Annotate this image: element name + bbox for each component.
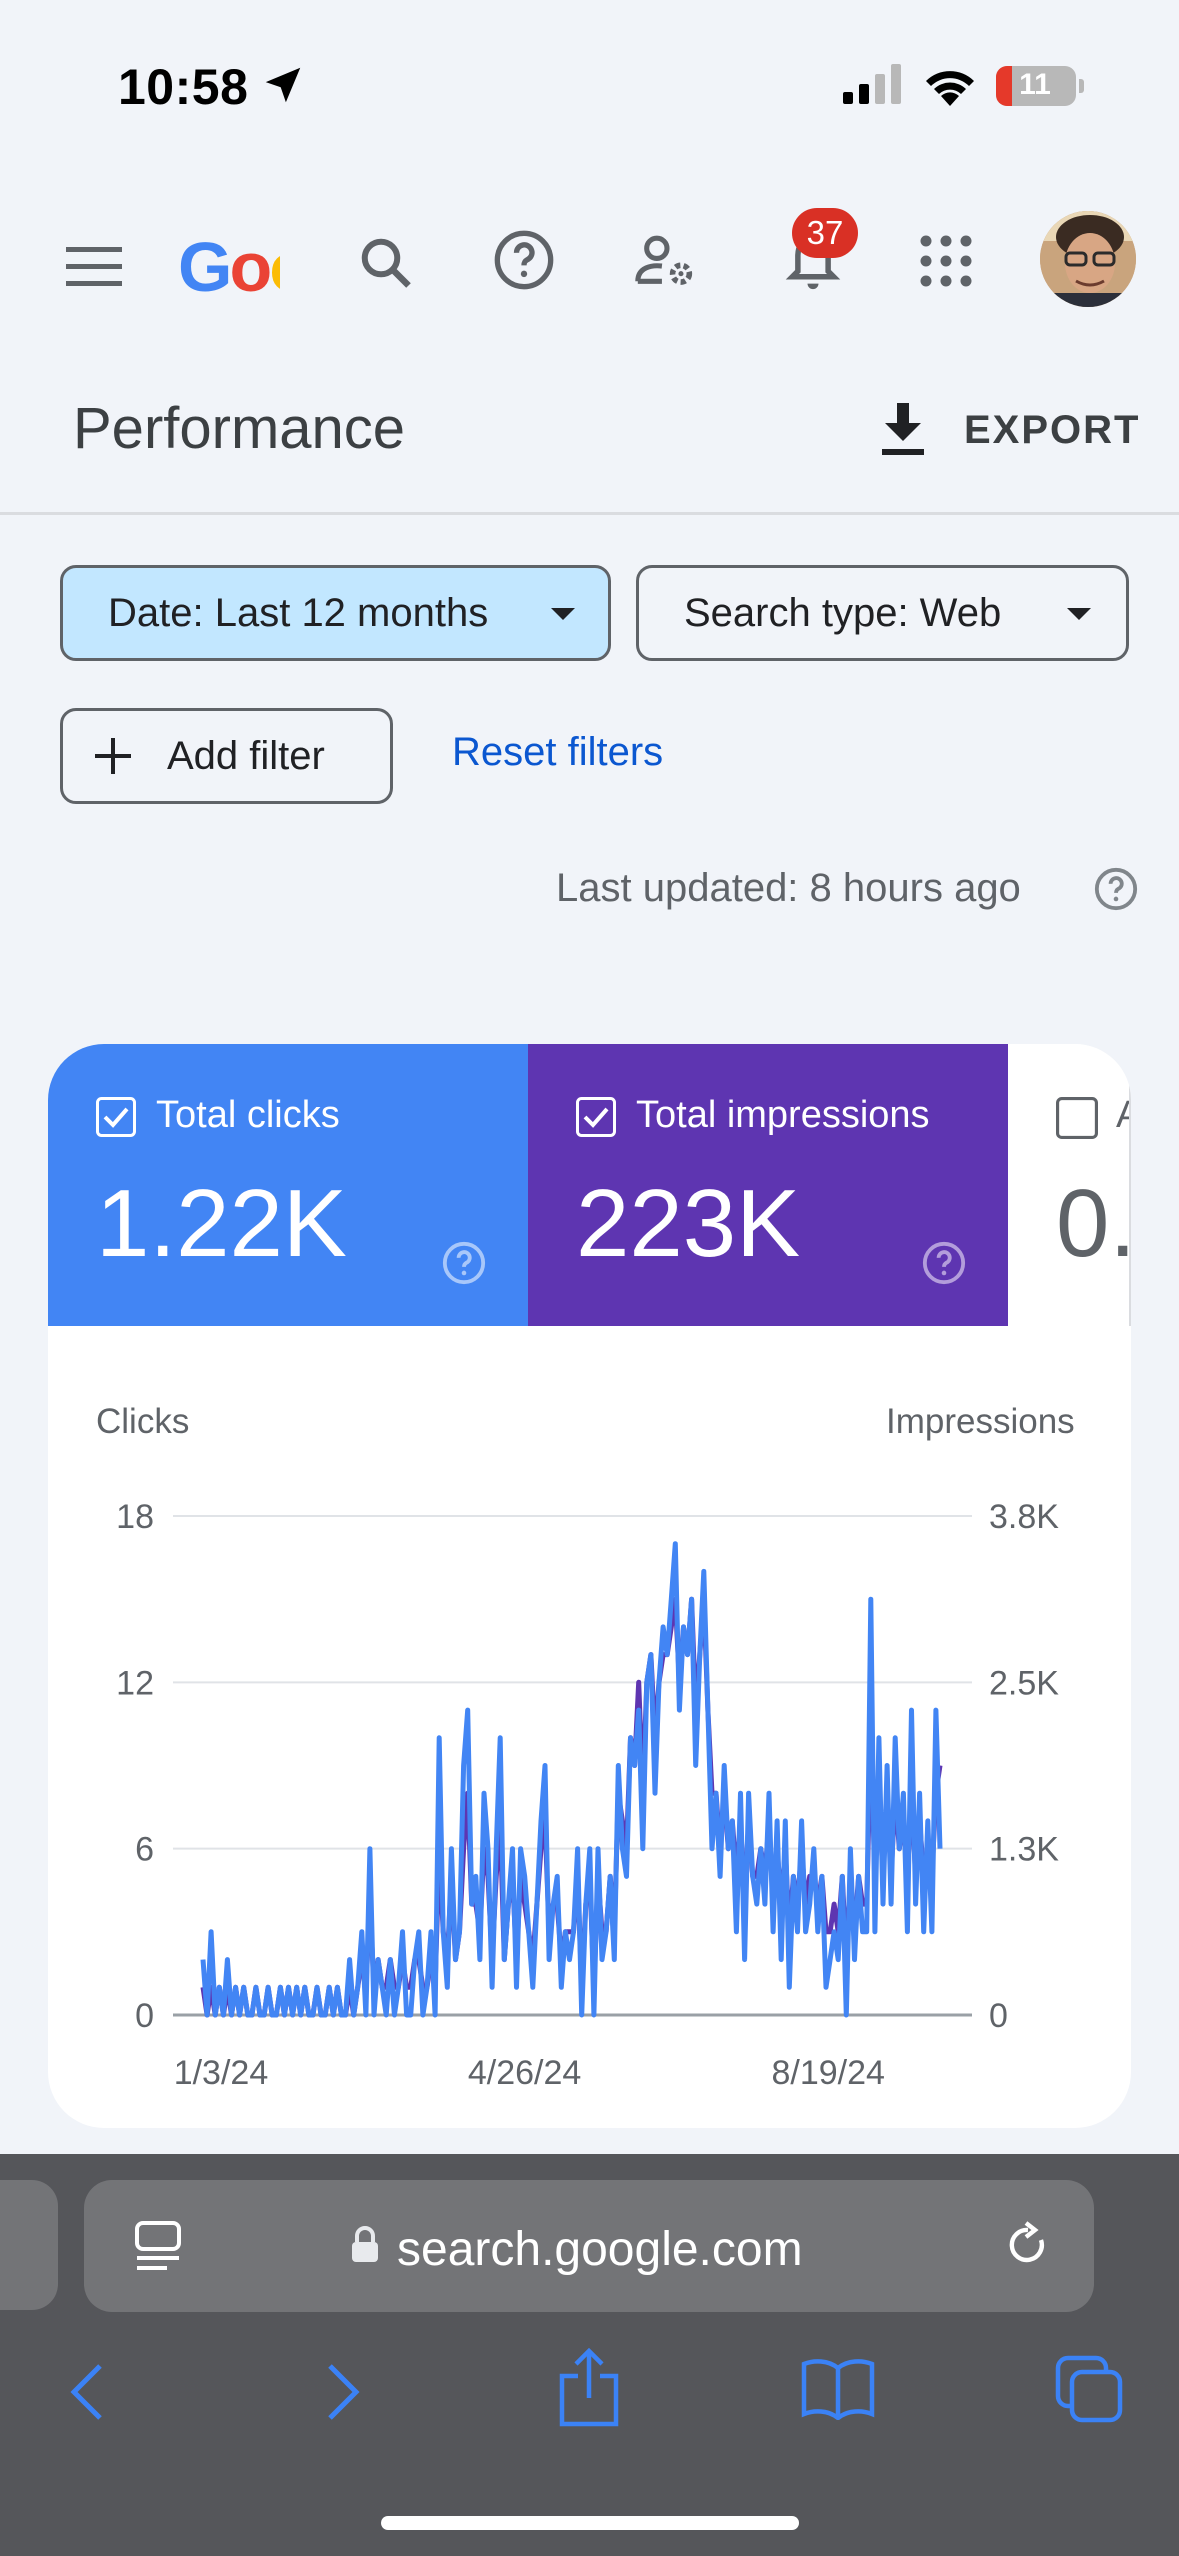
menu-icon[interactable]	[66, 245, 126, 289]
app-header: Goo	[0, 185, 1179, 335]
reset-filters-link[interactable]: Reset filters	[452, 730, 664, 774]
left-axis-title: Clicks	[96, 1402, 190, 1441]
plus-icon	[95, 738, 131, 774]
forward-icon[interactable]	[320, 2360, 364, 2424]
notification-badge: 37	[792, 208, 858, 258]
dropdown-arrow-icon	[1067, 608, 1091, 620]
metric-label: Total clicks	[156, 1094, 340, 1136]
reload-icon[interactable]	[1004, 2220, 1052, 2270]
last-updated-text: Last updated: 8 hours ago	[556, 866, 1021, 910]
metric-value: 223K	[576, 1170, 801, 1277]
location-arrow-icon	[265, 67, 301, 103]
x-tick-label: 4/26/24	[468, 2054, 581, 2092]
right-tick-label: 2.5K	[989, 1664, 1059, 1702]
left-tick-label: 12	[116, 1664, 154, 1702]
series-line-clicks	[200, 1541, 943, 2018]
search-icon[interactable]	[356, 233, 416, 293]
home-indicator[interactable]	[381, 2516, 799, 2530]
page-title: Performance	[73, 396, 406, 461]
google-logo[interactable]: Goo	[178, 228, 280, 306]
right-tick-label: 0	[989, 1997, 1008, 2035]
checkbox-checked-icon[interactable]	[96, 1097, 136, 1137]
wifi-icon	[926, 71, 974, 106]
performance-card: Total clicks 1.22K Total impressions 223…	[48, 1044, 1131, 2128]
battery-level: 11	[1019, 68, 1051, 101]
share-icon[interactable]	[556, 2348, 622, 2428]
avatar[interactable]	[1040, 211, 1136, 307]
search-type-label: Search type: Web	[684, 590, 1002, 635]
x-tick-label: 1/3/24	[174, 2054, 269, 2092]
left-tick-label: 18	[116, 1498, 154, 1536]
export-label: EXPORT	[964, 407, 1141, 452]
reader-mode-icon[interactable]	[134, 2220, 182, 2274]
right-axis-title: Impressions	[886, 1402, 1075, 1441]
status-bar: 10:58 11	[0, 0, 1179, 150]
battery-icon: 11	[996, 66, 1076, 106]
tabs-icon[interactable]	[1054, 2354, 1124, 2424]
apps-grid-icon[interactable]	[920, 235, 972, 287]
date-range-chip[interactable]: Date: Last 12 months	[60, 565, 611, 661]
status-time: 10:58	[118, 59, 249, 115]
url-text[interactable]: search.google.com	[397, 2223, 803, 2276]
performance-chart: 18 3.8K 12 2.5K 6 1.3K 0 0 1/3/24 4/26/24 8/19/24	[116, 1498, 1059, 2092]
previous-tab-preview[interactable]	[0, 2180, 58, 2310]
x-tick-label: 8/19/24	[771, 2054, 884, 2092]
lock-icon	[352, 2226, 378, 2262]
add-filter-button[interactable]: Add filter	[60, 708, 393, 804]
help-icon[interactable]	[1093, 866, 1139, 912]
address-bar[interactable]	[84, 2180, 1094, 2312]
cellular-signal-icon	[843, 64, 901, 104]
date-range-label: Date: Last 12 months	[108, 590, 489, 635]
checkbox-checked-icon[interactable]	[576, 1097, 616, 1137]
left-tick-label: 0	[135, 1997, 154, 2035]
title-divider	[0, 512, 1179, 515]
right-tick-label: 1.3K	[989, 1831, 1059, 1869]
help-icon[interactable]	[441, 1240, 487, 1286]
download-icon	[882, 403, 924, 455]
metric-partial-ctr[interactable]: A 0.	[1008, 1044, 1131, 1326]
export-button[interactable]: EXPORT	[880, 395, 1140, 465]
left-tick-label: 6	[135, 1831, 154, 1869]
right-tick-label: 3.8K	[989, 1498, 1059, 1536]
dropdown-arrow-icon	[551, 608, 575, 620]
metric-label: A	[1116, 1094, 1129, 1137]
metric-total-impressions[interactable]: Total impressions 223K	[528, 1044, 1008, 1326]
metric-value: 0.	[1056, 1170, 1131, 1277]
battery-cap	[1079, 79, 1084, 93]
checkbox-unchecked-icon[interactable]	[1056, 1097, 1098, 1139]
metric-label: Total impressions	[636, 1094, 930, 1136]
add-filter-label: Add filter	[167, 733, 325, 778]
help-icon[interactable]	[492, 228, 556, 292]
metric-value: 1.22K	[96, 1170, 347, 1277]
back-icon[interactable]	[66, 2360, 110, 2424]
bookmarks-icon[interactable]	[800, 2356, 876, 2420]
search-type-chip[interactable]: Search type: Web	[636, 565, 1129, 661]
metric-total-clicks[interactable]: Total clicks 1.22K	[48, 1044, 528, 1326]
help-icon[interactable]	[921, 1240, 967, 1286]
manage-users-icon[interactable]	[634, 229, 700, 293]
